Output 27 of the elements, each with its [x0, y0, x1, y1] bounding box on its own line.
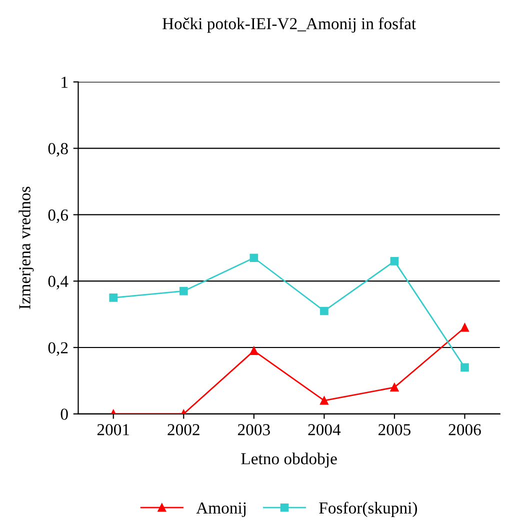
point	[460, 363, 469, 372]
legend-label: Fosfor(skupni)	[319, 502, 417, 517]
point	[390, 257, 399, 266]
x-tick-label: 2003	[238, 424, 270, 436]
y-tick-label: 0,6	[48, 209, 68, 224]
point	[320, 306, 328, 316]
point	[320, 396, 328, 405]
x-tick-label: 2006	[448, 424, 481, 436]
x-tick-label: 2005	[378, 424, 410, 436]
point	[250, 346, 258, 355]
point	[390, 383, 399, 392]
legend-label: Amonij	[196, 502, 246, 517]
chart-title: Hočki potok-IEI-V2_Amonij in fosfat	[162, 17, 416, 33]
y-tick-label: 0,8	[48, 143, 68, 157]
point	[179, 286, 188, 296]
y-axis-title: Izmerjena vrednos	[18, 186, 34, 310]
point	[250, 254, 258, 262]
y-tick-label: 0,4	[48, 276, 68, 290]
x-axis-title: Letno obdobje	[241, 452, 337, 468]
point	[460, 323, 469, 332]
point	[109, 294, 118, 302]
x-tick-label: 2004	[308, 424, 341, 436]
x-tick-label: 2001	[97, 424, 130, 436]
y-tick-label: 0	[60, 408, 68, 420]
x-tick-label: 2002	[168, 424, 200, 436]
y-tick-label: 0,2	[48, 342, 68, 356]
y-tick-label: 1	[62, 76, 68, 88]
